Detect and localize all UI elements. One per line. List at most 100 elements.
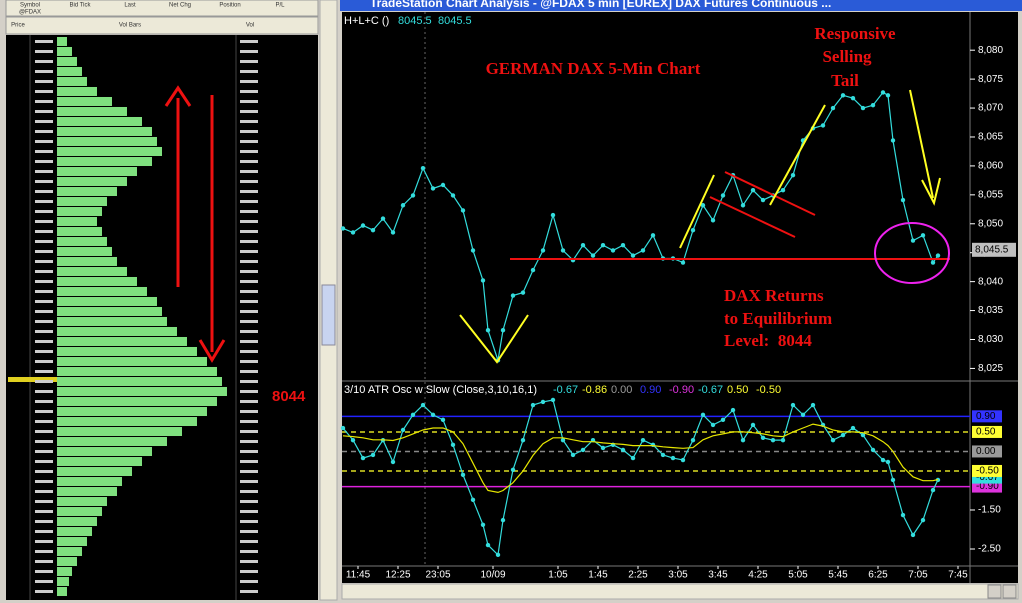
series-marker <box>760 435 766 440</box>
quote-header: Position <box>219 3 240 9</box>
profile-tick <box>35 570 53 573</box>
quote-header: P/L <box>275 3 285 9</box>
series-marker <box>350 230 356 235</box>
volume-cell <box>240 360 258 363</box>
series-marker <box>360 223 366 228</box>
profile-bar <box>57 37 67 46</box>
profile-bar <box>57 347 197 356</box>
x-tick-label: 3:45 <box>708 570 728 581</box>
series-marker <box>340 226 346 231</box>
series-marker <box>900 197 906 203</box>
last-price-label: 8,045.5 <box>975 244 1009 255</box>
series-marker <box>920 517 926 523</box>
zoom-out[interactable] <box>987 584 1002 599</box>
profile-tick <box>35 360 53 363</box>
series-marker <box>400 427 406 433</box>
annotation: DAX Returns <box>724 286 824 305</box>
series-marker <box>580 447 586 453</box>
profile-bar <box>57 577 69 586</box>
y-tick-label: 8,055 <box>978 189 1003 200</box>
series-marker <box>885 93 891 98</box>
scroll-thumb[interactable] <box>321 284 336 346</box>
series-marker <box>720 417 726 423</box>
series-marker <box>760 197 766 203</box>
series-marker <box>410 412 416 417</box>
volume-cell <box>240 290 258 293</box>
series-marker <box>530 267 536 273</box>
profile-bar <box>57 137 157 146</box>
trend-line <box>769 104 826 206</box>
profile-tick <box>35 430 53 433</box>
header-value: -0.50 <box>756 384 781 396</box>
profile-tick <box>35 380 53 383</box>
profile-tick <box>35 120 53 123</box>
series-marker <box>860 105 866 111</box>
profile-bar <box>57 537 87 546</box>
volume-cell <box>240 430 258 433</box>
series-marker <box>600 445 606 451</box>
volume-cell <box>240 330 258 333</box>
profile-tick <box>35 420 53 423</box>
profile-bar <box>57 277 137 286</box>
series-marker <box>550 397 556 403</box>
profile-tick <box>35 110 53 113</box>
header-value: -0.86 <box>582 384 607 396</box>
annotation: Responsive <box>814 24 896 43</box>
series-marker <box>420 402 426 408</box>
series-marker <box>780 437 786 443</box>
volume-cell <box>240 420 258 423</box>
x-tick-label: 10/09 <box>480 570 505 581</box>
axis-value-label: -0.50 <box>976 466 999 477</box>
series-marker <box>430 186 436 191</box>
profile-bar <box>57 407 207 416</box>
profile-tick <box>35 140 53 143</box>
profile-bar <box>57 157 152 166</box>
volume-cell <box>240 480 258 483</box>
current-price-highlight <box>8 377 58 382</box>
profile-bar <box>57 117 142 126</box>
profile-bar <box>57 307 162 316</box>
series-marker <box>880 457 886 463</box>
volume-cell <box>240 440 258 443</box>
window-title: TradeStation Chart Analysis - @FDAX 5 mi… <box>370 0 831 10</box>
profile-tick <box>35 540 53 543</box>
profile-bar <box>57 297 157 306</box>
profile-bar <box>57 197 107 206</box>
profile-bar <box>57 547 82 556</box>
profile-tick <box>35 300 53 303</box>
series-marker <box>480 278 486 283</box>
series-marker <box>830 437 836 443</box>
profile-tick <box>35 520 53 523</box>
series-marker <box>920 233 926 238</box>
profile-tick <box>35 390 53 393</box>
series-marker <box>830 105 836 111</box>
zoom-in[interactable] <box>1002 584 1017 599</box>
h-scrollbar[interactable] <box>341 583 1019 600</box>
series-marker <box>740 203 746 208</box>
series-marker <box>390 230 396 235</box>
annotation: Level: 8044 <box>724 331 812 350</box>
axis-value-label: -0.90 <box>976 481 999 492</box>
profile-bar <box>57 257 117 266</box>
volume-cell <box>240 390 258 393</box>
volume-cell <box>240 350 258 353</box>
volume-cell <box>240 310 258 313</box>
profile-bar <box>57 487 117 496</box>
series-marker <box>885 459 891 465</box>
profile-tick <box>35 250 53 253</box>
study-title: H+L+C () <box>344 15 389 27</box>
series-marker <box>670 455 676 461</box>
quote-symbol: @FDAX <box>19 10 41 16</box>
arrow <box>909 89 934 199</box>
annotation: Selling <box>822 47 872 66</box>
series-marker <box>500 517 506 523</box>
profile-tick <box>35 590 53 593</box>
profile-tick <box>35 240 53 243</box>
profile-bar <box>57 417 197 426</box>
series-marker <box>400 203 406 208</box>
series-marker <box>880 90 886 95</box>
profile-bar <box>57 397 217 406</box>
series-marker <box>440 182 446 188</box>
series-marker <box>730 407 736 413</box>
series-marker <box>410 193 416 198</box>
